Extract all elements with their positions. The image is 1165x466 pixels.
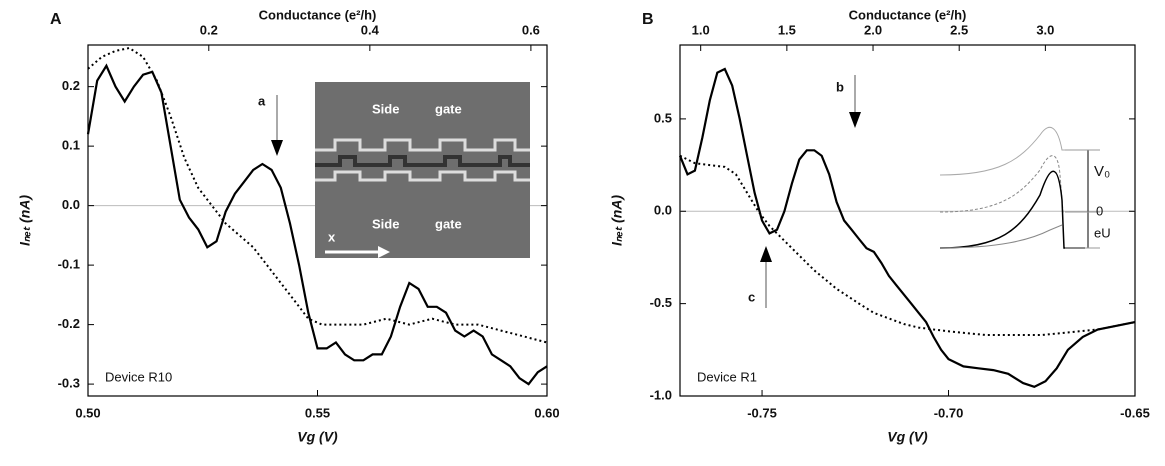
y-tick-label: -0.5 xyxy=(650,295,672,310)
schematic-curve xyxy=(939,224,1063,249)
top-axis-label: Conductance (e²/h) xyxy=(259,7,377,22)
x2-tick-label: 0.6 xyxy=(522,22,540,37)
channel-edge xyxy=(315,170,530,182)
y-tick-label: -0.3 xyxy=(58,376,80,391)
inset-label: Side xyxy=(372,216,399,231)
inset-label: gate xyxy=(435,216,462,231)
panel: -0.75 -0.70 -0.65 1.0 1.5 2.0 2.5 3.0 0.5 0.0 -0.5… xyxy=(609,7,1150,444)
annotation: c xyxy=(748,289,755,304)
arrow-head xyxy=(271,140,283,156)
data-line xyxy=(87,46,548,344)
x-tick-label: 0.55 xyxy=(305,405,330,420)
y-tick-label: -1.0 xyxy=(650,387,672,402)
device-label: Device R10 xyxy=(105,369,172,384)
inset-label: V₀ xyxy=(1094,163,1110,180)
panel-label: A xyxy=(50,11,62,28)
y-axis-label: Iₙₑₜ (nA) xyxy=(17,195,33,246)
x-tick-label: -0.70 xyxy=(934,405,964,420)
x2-tick-label: 0.4 xyxy=(361,22,380,37)
y-axis-label: Iₙₑₜ (nA) xyxy=(609,195,625,246)
x-tick-label: -0.65 xyxy=(1120,405,1150,420)
x2-tick-label: 1.0 xyxy=(692,22,710,37)
y-tick-label: -0.2 xyxy=(58,316,80,331)
x-tick-label: -0.75 xyxy=(747,405,777,420)
schematic-curve xyxy=(939,155,1085,213)
x-arrow-head xyxy=(378,246,390,258)
annotation: b xyxy=(836,79,844,94)
inset-background xyxy=(315,82,530,258)
inset-label: eU xyxy=(1094,225,1111,240)
inset-label: x xyxy=(328,229,336,244)
y-tick-label: 0.2 xyxy=(62,78,80,93)
data-line xyxy=(678,67,1136,388)
y-tick-label: 0.0 xyxy=(62,197,80,212)
inset-micrograph xyxy=(315,82,530,258)
x2-tick-label: 1.5 xyxy=(778,22,796,37)
channel xyxy=(315,155,530,167)
plot-frame xyxy=(679,44,1136,397)
inset-label: Side xyxy=(372,101,399,116)
channel-edge xyxy=(315,138,530,152)
inset-schematic xyxy=(939,126,1100,249)
annotation: a xyxy=(258,93,266,108)
top-axis-label: Conductance (e²/h) xyxy=(849,7,967,22)
panel: 0.50 0.55 0.60 0.2 0.4 0.6 0.2 0.1 0.0 -0.1 -0.2 -0… xyxy=(17,7,560,444)
y-tick-label: -0.1 xyxy=(58,257,80,272)
x-axis-label: Vg (V) xyxy=(887,429,928,445)
x-axis-label: Vg (V) xyxy=(297,429,338,445)
x-tick-label: 0.50 xyxy=(75,405,100,420)
x2-tick-label: 3.0 xyxy=(1036,22,1054,37)
device-label: Device R1 xyxy=(697,369,757,384)
x2-tick-label: 2.0 xyxy=(864,22,882,37)
y-tick-label: 0.5 xyxy=(654,110,672,125)
schematic-curve xyxy=(939,126,1085,176)
x2-tick-label: 0.2 xyxy=(200,22,218,37)
data-line xyxy=(679,154,1136,336)
inset-label: 0 xyxy=(1096,203,1103,218)
y-tick-label: 0.0 xyxy=(654,203,672,218)
x-tick-label: 0.60 xyxy=(534,405,559,420)
arrow-head xyxy=(849,112,861,128)
y-tick-label: 0.1 xyxy=(62,138,80,153)
data-line xyxy=(86,63,548,386)
arrow-head xyxy=(760,246,772,262)
inset-label: gate xyxy=(435,101,462,116)
x2-tick-label: 2.5 xyxy=(950,22,968,37)
panel-label: B xyxy=(642,11,654,28)
schematic-curve xyxy=(939,170,1085,249)
